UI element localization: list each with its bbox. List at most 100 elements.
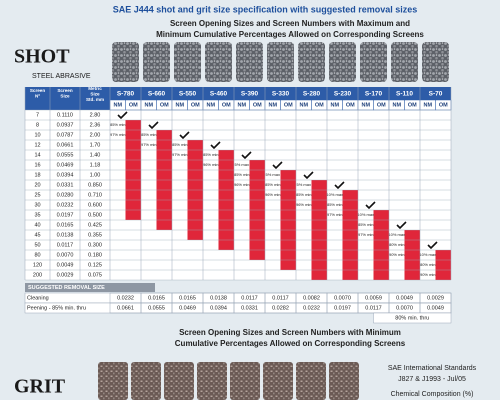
- removal-row: [24, 292, 452, 304]
- check-mark: [365, 201, 376, 210]
- annotation: 85% min: [296, 192, 312, 197]
- cell: 0.0070: [57, 252, 74, 258]
- removal-label: Cleaning: [27, 295, 49, 301]
- cell: 0.0138: [57, 232, 74, 238]
- cell: 1.18: [90, 162, 101, 168]
- cell: 10: [34, 132, 40, 138]
- subheader-label: OM: [346, 102, 355, 108]
- removal-heading: SUGGESTED REMOVAL SIZE: [28, 285, 105, 291]
- grit-heading: GRIT: [14, 376, 66, 398]
- grit-sample: [296, 362, 326, 400]
- cell: 0.1110: [57, 112, 73, 118]
- annotation: 97% min: [172, 152, 188, 157]
- annotation: 97% min: [358, 232, 374, 237]
- cell: 0.300: [88, 242, 102, 248]
- shot-sample: [422, 42, 449, 82]
- annotation: 97% min: [141, 142, 157, 147]
- subheader-label: NM: [144, 102, 153, 108]
- removal-value: 0.0138: [210, 295, 227, 301]
- cell: 2.00: [90, 132, 101, 138]
- subtitle: Screen Opening Sizes and Screen Numbers …: [170, 19, 410, 28]
- note: 80% min. thru: [395, 315, 429, 321]
- cell: 30: [34, 202, 40, 208]
- title: SAE J444 shot and grit size specificatio…: [113, 4, 418, 14]
- check-mark: [179, 131, 190, 140]
- shot-subheading: STEEL ABRASIVE: [32, 73, 91, 80]
- grit-sample: [131, 362, 161, 400]
- removal-value: 0.0232: [117, 295, 134, 301]
- size-header: S-110: [396, 91, 413, 98]
- annotation: 85% min: [203, 152, 219, 157]
- composition: Chemical Composition (%): [391, 391, 474, 398]
- size-header: S-280: [303, 91, 321, 98]
- cell: 0.0232: [57, 202, 74, 208]
- subtitle: Cumulative Percentages Allowed on Corres…: [175, 339, 406, 348]
- shot-sample: [329, 42, 356, 82]
- removal-value: 0.0394: [210, 305, 227, 311]
- subtitle: Minimum Cumulative Percentages Allowed o…: [156, 30, 424, 39]
- table-subheader: [25, 100, 110, 110]
- size-header: S-780: [117, 91, 135, 98]
- cell: 0.0937: [57, 122, 74, 128]
- removal-value: 0.0049: [396, 295, 413, 301]
- removal-value: 0.0059: [365, 295, 382, 301]
- annotation: 97% min: [110, 132, 126, 137]
- removal-value: 0.0282: [272, 305, 289, 311]
- subheader-label: NM: [392, 102, 401, 108]
- subheader-label: OM: [377, 102, 386, 108]
- annotation: 5% max: [266, 172, 280, 177]
- removal-value: 0.0232: [303, 305, 320, 311]
- annotation: 10% max: [419, 252, 436, 257]
- annotation: 97% min: [327, 212, 343, 217]
- shot-heading: SHOT: [14, 46, 70, 68]
- red-bar: [342, 190, 358, 280]
- removal-value: 0.0029: [427, 295, 444, 301]
- table-header: [25, 87, 451, 100]
- size-header: S-170: [365, 91, 383, 98]
- cell: 7: [36, 112, 39, 118]
- cell: 0.0661: [57, 142, 74, 148]
- standards: SAE International Standards: [388, 365, 477, 372]
- cell: 40: [34, 222, 40, 228]
- shot-sample: [236, 42, 263, 82]
- shot-sample: [112, 42, 139, 82]
- column-header: Std. mm: [86, 97, 104, 102]
- removal-value: 0.0070: [396, 305, 413, 311]
- cell: 0.0331: [57, 182, 74, 188]
- annotation: 85% min: [110, 122, 126, 127]
- subheader-label: OM: [439, 102, 448, 108]
- annotation: 96% min: [265, 192, 281, 197]
- cell: 0.0280: [57, 192, 74, 198]
- removal-value: 0.0117: [365, 305, 381, 311]
- red-bar: [404, 230, 420, 280]
- grit-sample: [98, 362, 128, 400]
- cell: 0.710: [88, 192, 102, 198]
- annotation: 96% min: [234, 182, 250, 187]
- subheader-label: OM: [160, 102, 169, 108]
- cell: 80: [34, 252, 40, 258]
- removal-value: 0.0117: [241, 295, 257, 301]
- removal-value: 0.0331: [241, 305, 258, 311]
- cell: 25: [34, 192, 40, 198]
- annotation: 85% min: [172, 142, 188, 147]
- cell: 35: [34, 212, 40, 218]
- subheader-label: OM: [222, 102, 231, 108]
- removal-value: 0.0117: [272, 295, 288, 301]
- cell: 0.0165: [57, 222, 74, 228]
- cell: 0.355: [88, 232, 102, 238]
- cell: 1.00: [90, 172, 101, 178]
- removal-value: 0.0197: [334, 305, 351, 311]
- check-mark: [396, 221, 407, 230]
- removal-header: [25, 283, 155, 292]
- removal-label: Peening - 85% min. thru: [27, 305, 86, 311]
- subheader-label: NM: [113, 102, 122, 108]
- check-mark: [148, 121, 159, 130]
- removal-row: [24, 302, 452, 314]
- cell: 0.850: [88, 182, 102, 188]
- cell: 8: [36, 122, 39, 128]
- cell: 0.0394: [57, 172, 74, 178]
- cell: 16: [34, 162, 40, 168]
- column-header: Screen: [30, 88, 46, 93]
- cell: 14: [34, 152, 40, 158]
- subheader-label: NM: [268, 102, 277, 108]
